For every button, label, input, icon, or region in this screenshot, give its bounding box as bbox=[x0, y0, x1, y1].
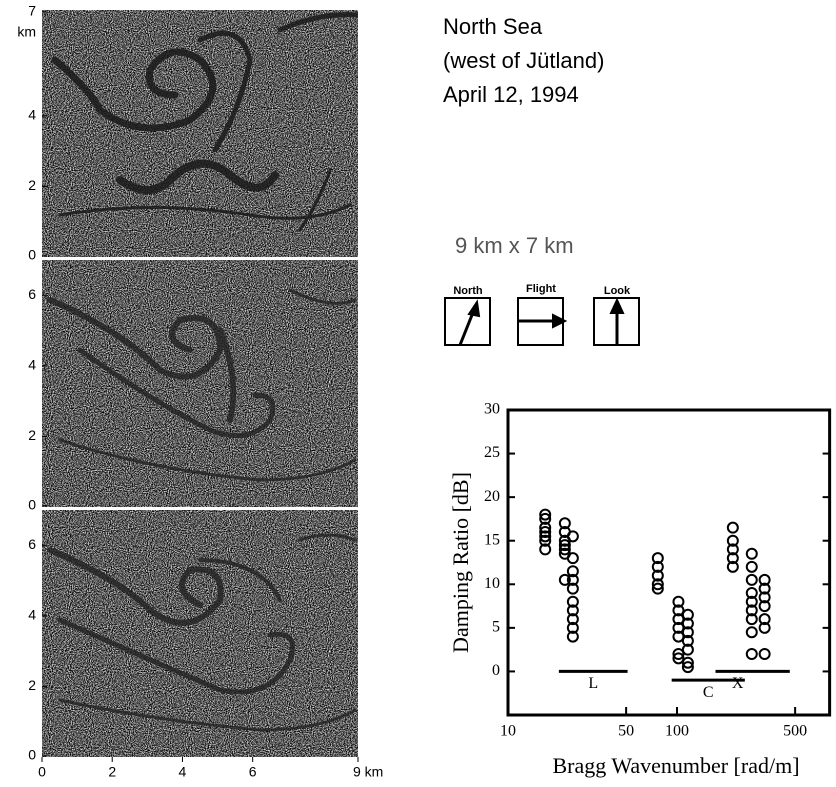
y-tick-label: 0 bbox=[28, 497, 36, 513]
figure: North Sea (west of Jütland) April 12, 19… bbox=[0, 0, 836, 787]
box-label: North bbox=[453, 285, 483, 297]
band-label: X bbox=[732, 675, 744, 692]
x-tick-label: 4 bbox=[179, 764, 187, 780]
x-axis-label: Bragg Wavenumber [rad/m] bbox=[552, 753, 799, 778]
title-line: (west of Jütland) bbox=[443, 48, 604, 73]
x-tick-label: 9 km bbox=[353, 764, 383, 780]
y-tick-label: 2 bbox=[28, 177, 36, 193]
band-label: L bbox=[588, 675, 598, 692]
point bbox=[760, 649, 770, 659]
sar-image bbox=[42, 510, 358, 757]
band-label: C bbox=[703, 684, 714, 701]
sar-image bbox=[42, 260, 358, 507]
y-tick-label: 20 bbox=[484, 488, 500, 505]
scene-size: 9 km x 7 km bbox=[455, 233, 574, 258]
y-tick-label: 2 bbox=[28, 427, 36, 443]
x-tick-label: 0 bbox=[38, 764, 46, 780]
box-label: Flight bbox=[526, 283, 556, 295]
y-tick-label: 2 bbox=[28, 677, 36, 693]
y-tick-label: 0 bbox=[28, 747, 36, 763]
y-tick-label: 25 bbox=[484, 444, 500, 461]
title-line: April 12, 1994 bbox=[443, 82, 579, 107]
x-tick-label: 10 bbox=[500, 723, 516, 740]
y-tick-label: 15 bbox=[484, 531, 500, 548]
y-tick-label: 0 bbox=[492, 662, 500, 679]
direction-boxes: North Flight Look bbox=[445, 283, 639, 345]
y-tick-label: 4 bbox=[28, 357, 36, 373]
point bbox=[728, 523, 738, 533]
point bbox=[747, 562, 757, 572]
title-line: North Sea bbox=[443, 14, 543, 39]
y-tick-label: 0 bbox=[28, 247, 36, 263]
point bbox=[747, 627, 757, 637]
point bbox=[747, 649, 757, 659]
x-tick-label: 2 bbox=[108, 764, 116, 780]
sar-image bbox=[42, 10, 358, 257]
y-unit: km bbox=[17, 24, 36, 40]
y-tick-label: 4 bbox=[28, 607, 36, 623]
y-tick-label: 6 bbox=[28, 286, 36, 302]
y-tick-label: 7 bbox=[28, 3, 36, 19]
y-tick-label: 30 bbox=[484, 401, 500, 418]
x-tick-label: 50 bbox=[618, 723, 634, 740]
y-tick-label: 10 bbox=[484, 575, 500, 592]
x-tick-label: 6 bbox=[249, 764, 257, 780]
point bbox=[568, 553, 578, 563]
x-tick-label: 100 bbox=[665, 723, 689, 740]
point bbox=[747, 549, 757, 559]
y-tick-label: 5 bbox=[492, 619, 500, 636]
y-axis-label: Damping Ratio [dB] bbox=[448, 472, 473, 653]
y-tick-label: 6 bbox=[28, 536, 36, 552]
box-label: Look bbox=[604, 285, 631, 297]
plot-frame bbox=[508, 410, 830, 715]
point bbox=[568, 531, 578, 541]
y-tick-label: 4 bbox=[28, 107, 36, 123]
x-tick-label: 500 bbox=[783, 723, 807, 740]
point bbox=[747, 575, 757, 585]
